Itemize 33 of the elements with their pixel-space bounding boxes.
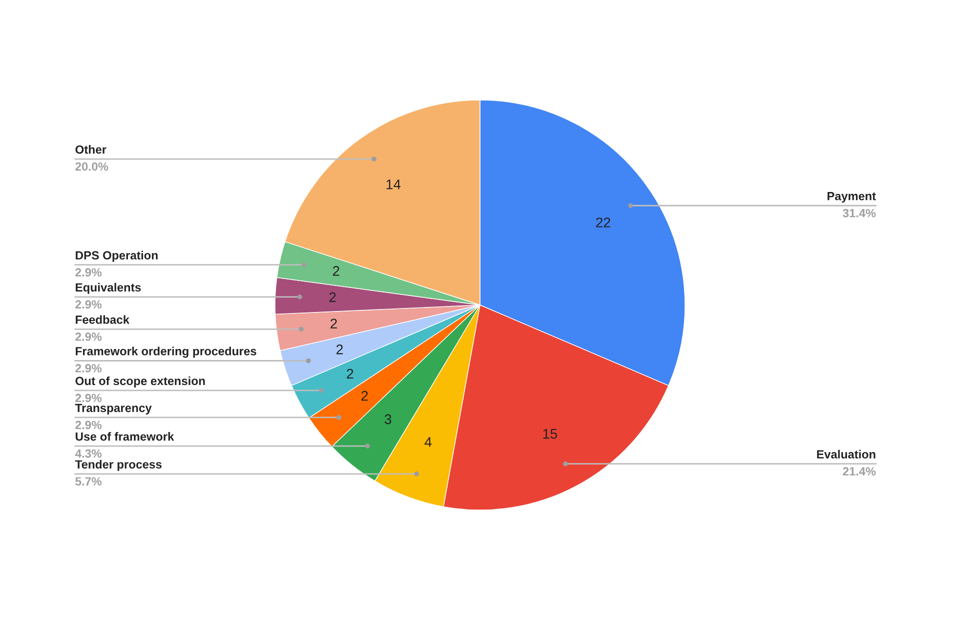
slice-label: Tender process [75,460,162,471]
slice-label: Evaluation [817,450,876,459]
text: 20.0% [75,162,108,171]
data-label: 2 [336,344,343,354]
slice-label: Feedback [76,315,130,324]
slice-label: DPS Operation [76,250,158,262]
text: 2.9% [75,364,102,372]
text: 2.9% [75,268,102,277]
text: 2.9% [75,394,102,402]
data-label: 2 [361,390,368,401]
slice-label: Out of scope extension [75,376,205,388]
text: 5.7% [75,477,102,486]
text: 4.3% [75,449,102,458]
text: 2.9% [75,420,102,430]
data-label: 3 [384,414,392,424]
data-label: 2 [330,318,337,328]
data-label: 14 [386,180,401,190]
text: 31.4% [842,208,876,218]
slice-label: Equivalents [76,282,141,294]
data-label: 4 [424,437,432,447]
data-label: 2 [329,292,336,302]
text: 2.9% [75,332,102,341]
data-label: 15 [543,429,558,439]
slice-label: Other [75,145,106,154]
slice-label: Transparency [75,404,152,414]
data-label: 2 [346,368,354,379]
data-label: 2 [332,266,340,276]
slice-label: Payment [828,192,876,203]
text: 2.9% [75,300,102,309]
slice-label: Framework ordering procedures [76,346,256,358]
text: 21.4% [842,467,876,476]
slice-label: Use of framework [76,432,174,441]
data-label: 22 [596,218,610,228]
